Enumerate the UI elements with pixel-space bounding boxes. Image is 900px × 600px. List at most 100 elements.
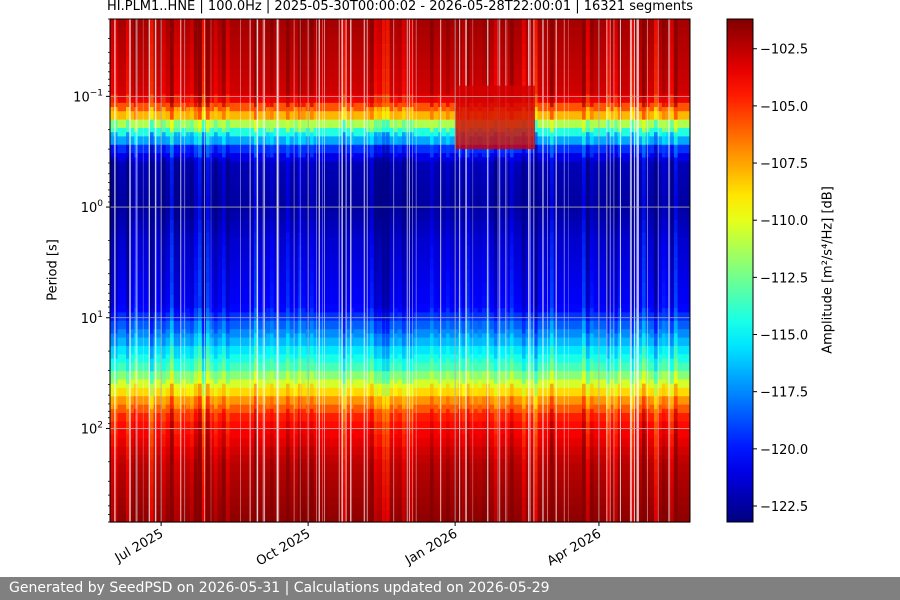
spectrogram-streak: [190, 220, 194, 234]
spectrogram-streak: [438, 182, 442, 196]
data-gap-line: [345, 19, 347, 522]
spectrogram-streak: [170, 19, 174, 33]
spectrogram-streak: [670, 19, 674, 33]
spectrogram-streak: [654, 257, 658, 271]
spectrogram-streak: [582, 220, 586, 234]
spectrogram-streak: [430, 446, 434, 460]
spectrogram-streak: [374, 459, 378, 473]
spectrogram-streak: [634, 232, 638, 246]
data-gap-line: [459, 19, 461, 522]
spectrogram-streak: [110, 345, 114, 360]
spectrogram-streak: [202, 107, 206, 121]
spectrogram-streak: [582, 207, 586, 221]
spectrogram-streak: [178, 195, 182, 209]
spectrogram-streak: [494, 371, 498, 385]
data-gap-line: [299, 19, 301, 522]
spectrogram-streak: [642, 232, 646, 246]
spectrogram-streak: [270, 195, 274, 209]
spectrogram-streak: [114, 94, 118, 108]
spectrogram-streak: [350, 358, 354, 372]
spectrogram-streak: [202, 169, 206, 183]
spectrogram-streak: [186, 157, 190, 171]
spectrogram-streak: [394, 56, 398, 70]
spectrogram-streak: [402, 270, 406, 284]
spectrogram-streak: [646, 81, 650, 95]
spectrogram-streak: [430, 459, 434, 473]
spectrogram-streak: [654, 207, 658, 221]
spectrogram-streak: [606, 421, 610, 435]
spectrogram-streak: [254, 383, 258, 397]
spectrogram-streak: [310, 157, 314, 171]
spectrogram-streak: [606, 471, 610, 485]
data-gap-line: [613, 19, 615, 522]
spectrogram-streak: [462, 283, 466, 297]
spectrogram-streak: [270, 31, 274, 45]
spectrogram-streak: [194, 119, 198, 133]
spectrogram-streak: [614, 132, 618, 146]
spectrogram-streak: [186, 220, 190, 234]
spectrogram-streak: [114, 333, 118, 347]
data-gap-line: [609, 19, 611, 522]
spectrogram-streak: [270, 44, 274, 58]
spectrogram-streak: [438, 283, 442, 297]
spectrogram-streak: [438, 56, 442, 70]
spectrogram-streak: [634, 484, 638, 498]
spectrogram-streak: [630, 509, 634, 523]
spectrogram-streak: [382, 31, 386, 45]
spectrogram-streak: [446, 157, 450, 171]
spectrogram-streak: [642, 358, 646, 372]
spectrogram-streak: [482, 358, 486, 372]
spectrogram-streak: [534, 509, 538, 523]
spectrogram-streak: [674, 433, 678, 448]
spectrogram-streak: [410, 245, 414, 259]
spectrogram-streak: [466, 433, 470, 448]
spectrogram-streak: [510, 408, 514, 422]
spectrogram-streak: [254, 408, 258, 422]
spectrogram-streak: [654, 107, 658, 121]
spectrogram-streak: [502, 496, 506, 510]
spectrogram-streak: [502, 182, 506, 196]
spectrogram-streak: [502, 232, 506, 246]
spectrogram-streak: [510, 308, 514, 322]
spectrogram-streak: [198, 446, 202, 460]
spectrogram-streak: [254, 169, 258, 183]
spectrogram-streak: [194, 471, 198, 485]
spectrogram-streak: [302, 446, 306, 460]
spectrogram-streak: [586, 107, 590, 121]
spectrogram-streak: [550, 396, 554, 410]
spectrogram-streak: [494, 144, 498, 158]
spectrogram-streak: [630, 81, 634, 95]
spectrogram-streak: [410, 345, 414, 360]
spectrogram-streak: [662, 207, 666, 221]
spectrogram-streak: [174, 207, 178, 221]
spectrogram-streak: [618, 257, 622, 271]
spectrogram-streak: [134, 182, 138, 196]
spectrogram-streak: [550, 408, 554, 422]
spectrogram-streak: [618, 107, 622, 121]
spectrogram-streak: [342, 433, 346, 448]
spectrogram-streak: [378, 232, 382, 246]
spectrogram-streak: [586, 119, 590, 133]
spectrogram-band: [110, 228, 690, 238]
spectrogram-streak: [654, 283, 658, 297]
spectrogram-streak: [222, 396, 226, 410]
spectrogram-streak: [654, 471, 658, 485]
spectrogram-streak: [110, 295, 114, 309]
spectrogram-streak: [430, 433, 434, 448]
spectrogram-band: [110, 513, 690, 523]
spectrogram-streak: [310, 19, 314, 33]
spectrogram-streak: [670, 81, 674, 95]
spectrogram-streak: [586, 207, 590, 221]
spectrogram-streak: [446, 94, 450, 108]
spectrogram-streak: [186, 295, 190, 309]
spectrogram-streak: [222, 19, 226, 33]
spectrogram-streak: [170, 471, 174, 485]
spectrogram-streak: [634, 433, 638, 448]
spectrogram-streak: [502, 207, 506, 221]
spectrogram-streak: [254, 220, 258, 234]
spectrogram-streak: [226, 182, 230, 196]
spectrogram-streak: [382, 169, 386, 183]
spectrogram-streak: [590, 56, 594, 70]
spectrogram-streak: [374, 345, 378, 360]
spectrogram-streak: [386, 207, 390, 221]
